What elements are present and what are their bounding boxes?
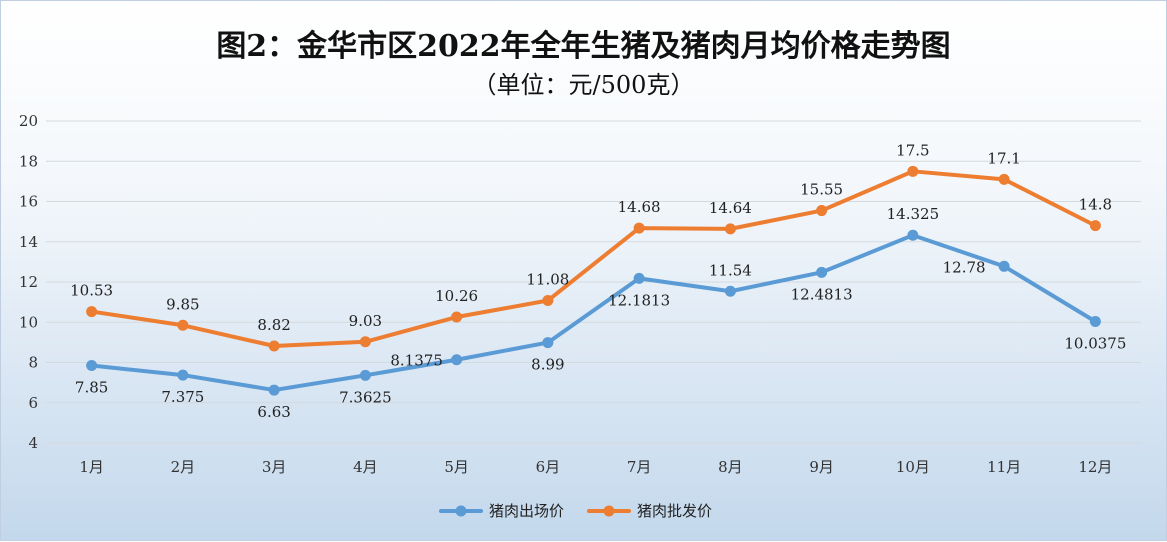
data-label: 9.85: [166, 295, 199, 313]
data-point: [542, 295, 554, 307]
data-point: [633, 222, 645, 234]
data-label: 12.1813: [608, 291, 670, 309]
chart-subtitle: （单位：元/500克）: [472, 71, 695, 99]
data-point: [268, 384, 280, 396]
data-label: 11.08: [526, 271, 569, 289]
data-label: 17.5: [896, 141, 929, 159]
data-point: [451, 354, 463, 366]
y-tick-label: 14: [19, 233, 38, 251]
data-label: 14.8: [1079, 196, 1112, 214]
data-label: 11.54: [709, 261, 752, 279]
data-point: [1089, 220, 1101, 232]
x-tick-label: 6月: [536, 458, 561, 476]
data-label: 7.375: [161, 388, 204, 406]
data-label: 14.64: [709, 199, 752, 217]
legend-marker: [603, 505, 615, 517]
data-point: [907, 229, 919, 241]
data-label: 17.1: [987, 149, 1020, 167]
data-point: [1089, 315, 1101, 327]
x-tick-label: 8月: [718, 458, 743, 476]
data-point: [86, 306, 98, 318]
y-tick-label: 18: [19, 152, 38, 170]
data-label: 9.03: [349, 312, 382, 330]
x-tick-label: 12月: [1078, 458, 1112, 476]
data-point: [542, 337, 554, 349]
data-label: 8.82: [257, 316, 290, 334]
data-point: [907, 165, 919, 177]
y-tick-label: 6: [28, 394, 38, 412]
x-tick-label: 4月: [353, 458, 378, 476]
data-label: 8.99: [531, 356, 564, 374]
legend-marker: [455, 505, 467, 517]
data-label: 6.63: [257, 403, 290, 421]
y-tick-label: 4: [28, 434, 38, 452]
data-point: [359, 336, 371, 348]
y-tick-label: 20: [19, 112, 38, 130]
data-label: 14.68: [618, 198, 661, 216]
legend-label: 猪肉出场价: [489, 502, 564, 520]
x-tick-label: 5月: [444, 458, 469, 476]
y-tick-label: 10: [19, 313, 38, 331]
x-tick-label: 11月: [987, 458, 1021, 476]
data-point: [359, 369, 371, 381]
legend-label: 猪肉批发价: [637, 502, 712, 520]
data-point: [451, 311, 463, 323]
data-point: [724, 223, 736, 235]
data-point: [86, 360, 98, 372]
x-tick-label: 10月: [896, 458, 930, 476]
x-tick-label: 1月: [79, 458, 104, 476]
x-tick-label: 2月: [171, 458, 196, 476]
data-point: [724, 285, 736, 297]
data-point: [268, 340, 280, 352]
y-tick-label: 8: [28, 354, 38, 372]
data-point: [998, 260, 1010, 272]
data-label: 8.1375: [390, 352, 443, 370]
data-point: [177, 369, 189, 381]
data-label: 10.0375: [1064, 334, 1126, 352]
x-tick-label: 3月: [262, 458, 287, 476]
data-label: 14.325: [887, 205, 940, 223]
data-label: 10.53: [70, 282, 113, 300]
data-point: [998, 173, 1010, 185]
x-tick-label: 7月: [627, 458, 652, 476]
data-label: 10.26: [435, 287, 478, 305]
data-point: [816, 205, 828, 217]
data-label: 7.3625: [339, 388, 392, 406]
data-label: 12.4813: [791, 285, 853, 303]
data-point: [177, 319, 189, 331]
series-line-1: [89, 233, 1098, 393]
y-tick-label: 16: [19, 193, 38, 211]
x-tick-label: 9月: [809, 458, 834, 476]
series-line-2: [89, 169, 1098, 348]
y-tick-label: 12: [19, 273, 38, 291]
data-label: 7.85: [75, 379, 108, 397]
data-label: 15.55: [800, 181, 843, 199]
data-point: [816, 266, 828, 278]
chart-title: 图2：金华市区2022年全年生猪及猪肉月均价格走势图: [216, 29, 951, 64]
data-label: 12.78: [943, 258, 986, 276]
data-point: [633, 272, 645, 284]
